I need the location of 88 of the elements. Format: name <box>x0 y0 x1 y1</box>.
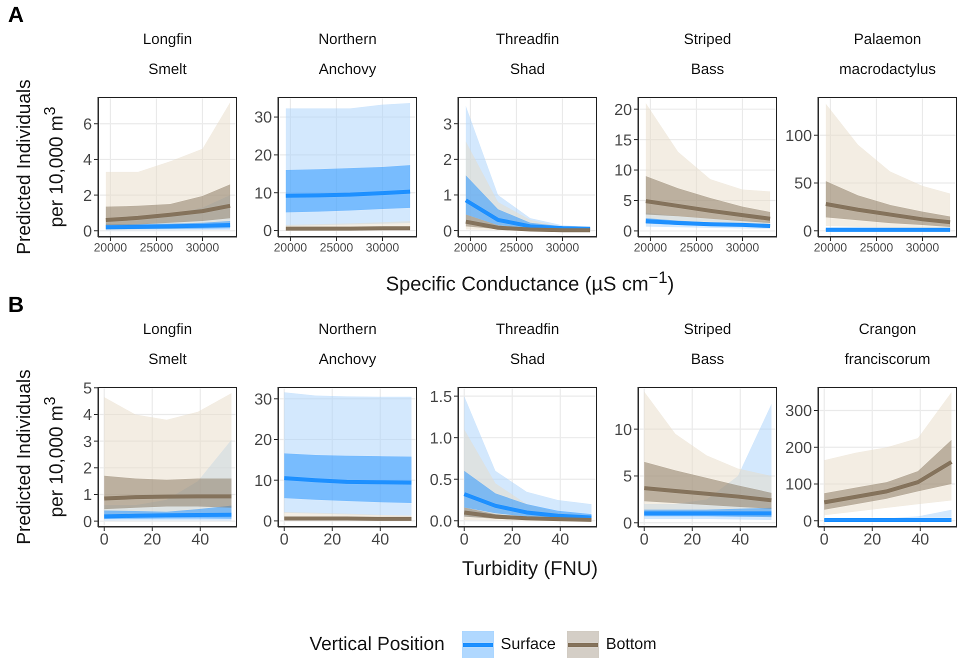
chart-title: Longfin Smelt <box>142 30 194 80</box>
y-tick-label: 4 <box>83 152 92 170</box>
y-tick-label: 1.0 <box>430 430 452 448</box>
y-tick-label: 0 <box>83 514 92 531</box>
y-tick-label: 2 <box>83 188 92 205</box>
y-tick-label: 0 <box>623 515 632 532</box>
x-tick-label: 0 <box>640 531 649 548</box>
y-tick-label: 30 <box>254 110 272 127</box>
y-tick-label: 1 <box>443 188 452 205</box>
y-tick-label: 20 <box>614 102 632 119</box>
x-tick-label: 30000 <box>726 240 760 255</box>
y-tick-label: 100 <box>785 476 812 494</box>
text: B <box>8 292 24 318</box>
chart-title: Palaemon macrodactylus <box>838 30 937 80</box>
x-tick-label: 20000 <box>454 240 488 255</box>
y-tick-label: 10 <box>254 185 272 202</box>
x-tick-label: 40 <box>911 531 930 548</box>
x-tick-label: 20000 <box>634 240 668 255</box>
chart-title: Northern Anchovy <box>317 30 378 80</box>
legend-title: Vertical Position <box>309 634 445 656</box>
x-tick-label: 25000 <box>140 240 174 255</box>
y-tick-label: 10 <box>254 472 272 490</box>
chart-title: Threadfin Shad <box>494 30 560 80</box>
y-tick-label: 3 <box>443 116 452 134</box>
x-tick-label: 25000 <box>860 240 894 255</box>
x-tick-label: 30000 <box>906 240 940 255</box>
x-tick-label: 30000 <box>186 240 220 255</box>
y-tick-label: 5 <box>623 468 632 486</box>
x-tick-label: 20000 <box>94 240 128 255</box>
chart-title: Striped Bass <box>682 320 732 370</box>
y-tick-label: 0 <box>263 223 272 240</box>
x-tick-label: 30000 <box>366 240 400 255</box>
chart-title: Threadfin Shad <box>494 320 560 370</box>
text: A <box>8 2 24 28</box>
x-tick-label: 40 <box>731 531 750 548</box>
x-tick-label: 20000 <box>274 240 308 255</box>
x-tick-label: 20 <box>863 531 882 548</box>
x-tick-label: 25000 <box>680 240 714 255</box>
x-tick-label: 40 <box>371 531 390 548</box>
y-tick-label: 0 <box>623 224 632 241</box>
y-tick-label: 30 <box>254 391 272 408</box>
chart-title: Striped Bass <box>682 30 732 80</box>
y-tick-label: 4 <box>83 407 92 424</box>
x-tick-label: 0 <box>820 531 829 548</box>
y-tick-label: 0 <box>263 514 272 531</box>
y-tick-label: 50 <box>794 176 812 193</box>
legend-label: Surface <box>500 636 556 654</box>
x-tick-label: 0 <box>100 531 109 548</box>
y-tick-label: 200 <box>785 440 812 457</box>
chart-title: Longfin Smelt <box>142 320 194 370</box>
y-tick-label: 5 <box>623 193 632 210</box>
chart-title: Crangon franciscorum <box>844 320 932 370</box>
y-tick-label: 6 <box>83 116 92 134</box>
y-tick-label: 0.0 <box>430 513 452 530</box>
chart-title: Northern Anchovy <box>317 320 378 370</box>
y-tick-label: 0 <box>803 223 812 240</box>
y-tick-label: 300 <box>785 403 812 420</box>
x-tick-label: 20 <box>323 531 342 548</box>
x-tick-label: 0 <box>280 531 289 548</box>
y-tick-label: 3 <box>83 434 92 451</box>
y-tick-label: 0.5 <box>430 472 452 489</box>
y-tick-label: 0 <box>83 223 92 240</box>
x-tick-label: 0 <box>460 531 469 548</box>
y-tick-label: 0 <box>443 223 452 240</box>
y-tick-label: 1 <box>83 487 92 504</box>
x-axis-title: Turbidity (FNU) <box>461 558 599 581</box>
y-tick-label: 10 <box>614 422 632 439</box>
y-tick-label: 5 <box>83 380 92 398</box>
x-tick-label: 40 <box>551 531 570 548</box>
y-tick-label: 1.5 <box>430 388 452 406</box>
y-tick-label: 2 <box>83 460 92 478</box>
x-axis-title: Specific Conductance (µS cm$^{−1}$) <box>384 268 676 297</box>
y-tick-label: 15 <box>614 132 632 150</box>
x-tick-label: 30000 <box>546 240 580 255</box>
x-tick-label: 40 <box>191 531 210 548</box>
y-tick-label: 0 <box>803 513 812 530</box>
x-tick-label: 20000 <box>814 240 848 255</box>
x-tick-label: 25000 <box>500 240 534 255</box>
y-tick-label: 20 <box>254 148 272 165</box>
x-tick-label: 20 <box>503 531 522 548</box>
x-tick-label: 25000 <box>320 240 354 255</box>
legend-label: Bottom <box>606 636 656 654</box>
x-tick-label: 20 <box>683 531 702 548</box>
y-tick-label: 10 <box>614 162 632 180</box>
x-tick-label: 20 <box>143 531 162 548</box>
y-tick-label: 2 <box>443 152 452 170</box>
y-tick-label: 100 <box>785 128 812 145</box>
y-tick-label: 20 <box>254 432 272 450</box>
